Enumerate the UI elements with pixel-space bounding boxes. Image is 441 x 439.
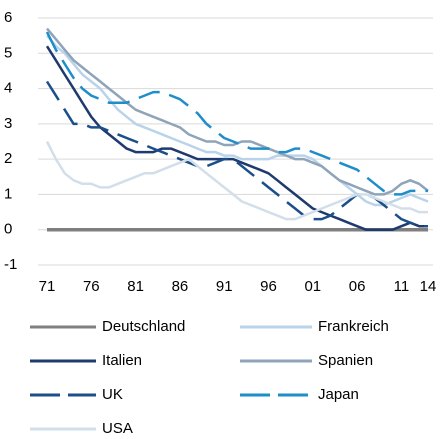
legend-label: UK xyxy=(102,386,123,403)
x-tick-label: 06 xyxy=(349,278,366,295)
x-tick-label: 11 xyxy=(394,278,410,295)
y-tick-label: 3 xyxy=(4,115,12,132)
legend-label: Deutschland xyxy=(102,318,185,335)
line-series xyxy=(46,34,429,207)
legend-label: Spanien xyxy=(318,352,373,369)
line-series xyxy=(45,140,428,221)
legend-label: Frankreich xyxy=(318,318,389,335)
y-tick-label: 6 xyxy=(4,9,12,26)
line-series xyxy=(45,45,428,231)
x-tick-label: 81 xyxy=(127,278,144,295)
line-series xyxy=(45,80,428,228)
y-tick-label: -1 xyxy=(4,256,17,273)
y-tick-label: 0 xyxy=(4,221,12,238)
x-tick-label: 14 xyxy=(420,278,437,295)
y-tick-label: 5 xyxy=(4,44,12,61)
x-tick-label: 76 xyxy=(83,278,100,295)
x-tick-label: 71 xyxy=(39,278,56,295)
y-tick-label: 4 xyxy=(4,80,12,97)
y-tick-label: 2 xyxy=(4,150,12,167)
legend-label: Italien xyxy=(102,352,142,369)
x-tick-label: 01 xyxy=(304,278,321,295)
x-tick-label: 91 xyxy=(216,278,233,295)
legend-label: Japan xyxy=(318,386,359,403)
x-tick-label: 86 xyxy=(172,278,189,295)
legend-label: USA xyxy=(102,420,133,437)
line-series xyxy=(45,31,428,196)
y-tick-label: 1 xyxy=(4,185,12,202)
x-tick-label: 96 xyxy=(260,278,277,295)
